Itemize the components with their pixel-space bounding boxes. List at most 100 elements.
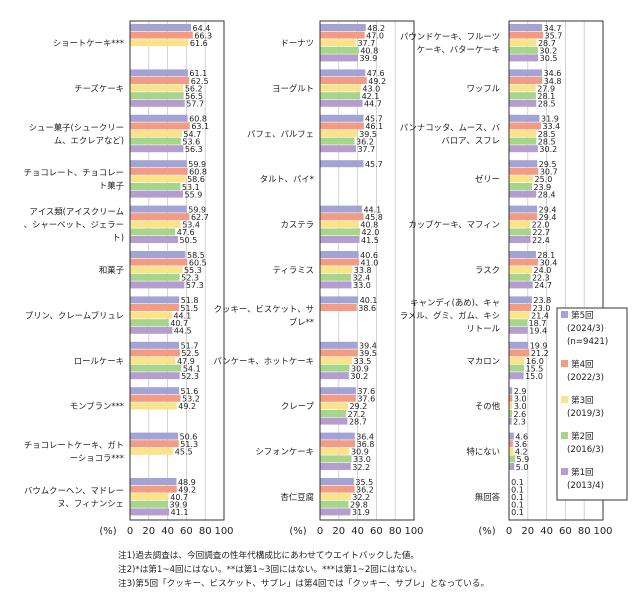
bar	[509, 84, 536, 92]
category-label: プリン、クレームブリュレ	[25, 310, 124, 320]
legend-label: 第2回	[571, 430, 594, 442]
bar	[509, 122, 541, 130]
category-label: ヨーグルト	[272, 83, 314, 93]
data-label: 39.5	[359, 130, 377, 139]
legend-box	[556, 307, 628, 501]
bar	[509, 281, 533, 289]
legend-label: 第4回	[571, 358, 594, 370]
tick-label: 100	[404, 526, 423, 537]
bar	[130, 190, 184, 198]
bar	[130, 364, 182, 372]
bar	[509, 228, 531, 236]
data-label: 27.9	[537, 84, 555, 93]
bar	[320, 266, 353, 274]
data-label: 53.2	[182, 395, 200, 404]
data-label: 59.9	[188, 205, 206, 214]
category-label: パフェ、パルフェ	[247, 129, 314, 139]
bar	[320, 447, 350, 455]
data-label: 28.1	[537, 92, 555, 101]
category-label: チーズケーキ	[74, 83, 124, 93]
data-label: 31.9	[352, 508, 370, 517]
bar	[509, 160, 538, 168]
bar	[320, 24, 366, 31]
bar	[320, 54, 359, 62]
bar	[320, 417, 348, 425]
data-label: 41.0	[361, 258, 379, 267]
bar	[320, 387, 356, 395]
data-label: 22.0	[532, 221, 550, 230]
data-label: 52.3	[181, 372, 199, 381]
data-label: 30.2	[539, 47, 557, 56]
note-2: 注2)*は第1~4回にはない。**は第1~3回にはない。***は第1~2回にはな…	[118, 565, 422, 575]
data-label: 40.1	[360, 296, 378, 305]
tick-label: 60	[180, 526, 193, 537]
panel-3: 0 20 40 60 80 100(%)パウンドケーキ、フルーツケーキ、バターケーキ34.…	[400, 20, 613, 537]
bar	[130, 24, 192, 31]
category-label: シフォンケーキ	[255, 447, 314, 457]
bar	[320, 69, 366, 77]
data-label: 49.2	[178, 402, 196, 411]
legend-label: 第3回	[571, 394, 594, 406]
bar	[509, 319, 528, 327]
data-label: 15.5	[526, 364, 544, 373]
bar	[320, 84, 361, 92]
bar	[320, 114, 364, 122]
bar	[320, 205, 362, 213]
bar	[509, 205, 538, 213]
data-label: 4.6	[515, 432, 528, 441]
bar	[130, 69, 188, 77]
bar	[130, 122, 190, 130]
category-label: ゼリー	[475, 174, 500, 184]
data-label: 58.6	[187, 175, 205, 184]
data-label: 46.1	[365, 122, 383, 131]
data-label: 55.9	[185, 190, 203, 199]
category-label: カップケーキ、マフィン	[408, 220, 500, 230]
bar	[320, 213, 364, 221]
data-label: 15.0	[525, 372, 543, 381]
tick-label: 80	[389, 526, 402, 537]
bar	[509, 190, 537, 198]
bar	[320, 160, 364, 168]
data-label: 37.6	[357, 387, 375, 396]
category-label: パウンドケーキ、フルーツ	[400, 32, 500, 42]
bar	[130, 167, 188, 175]
category-label: ワッフル	[467, 83, 501, 93]
data-label: 27.2	[348, 410, 366, 419]
data-label: 30.9	[351, 448, 369, 457]
data-label: 18.7	[529, 319, 547, 328]
tick-label: 20	[142, 526, 155, 537]
bar	[509, 54, 539, 62]
bar	[130, 273, 180, 281]
data-label: 40.7	[170, 319, 188, 328]
data-label: 54.7	[183, 130, 201, 139]
data-label: 33.4	[542, 122, 560, 131]
bar	[130, 266, 183, 274]
category-label: タルト、パイ*	[260, 174, 314, 184]
data-label: 51.6	[181, 387, 199, 396]
bar	[320, 31, 365, 39]
tick-label: 0	[317, 526, 323, 537]
bar	[509, 99, 537, 107]
bar	[509, 402, 513, 410]
bar	[509, 251, 536, 258]
data-label: 61.1	[189, 69, 207, 78]
panel-2: 0 20 40 60 80 100(%)ドーナツ48.247.037.740.839.9ヨ…	[213, 20, 424, 537]
tick-label: 0	[506, 526, 512, 537]
legend-label: 第5回	[571, 309, 594, 321]
bar	[130, 205, 187, 213]
bar	[130, 387, 180, 395]
category-label: ドーナツ	[281, 38, 315, 48]
bar	[320, 137, 355, 145]
category-label: 、シャーベット、ジェラー	[24, 220, 124, 230]
bar	[320, 364, 350, 372]
data-label: 0.1	[511, 493, 524, 502]
data-label: 40.8	[360, 221, 378, 230]
category-label: クレープ	[281, 401, 315, 411]
bar	[130, 236, 178, 243]
bar	[509, 167, 539, 175]
bar	[509, 213, 538, 221]
bar	[130, 304, 179, 311]
bar	[509, 220, 531, 228]
data-label: 28.7	[349, 417, 367, 426]
data-label: 21.2	[531, 349, 549, 358]
